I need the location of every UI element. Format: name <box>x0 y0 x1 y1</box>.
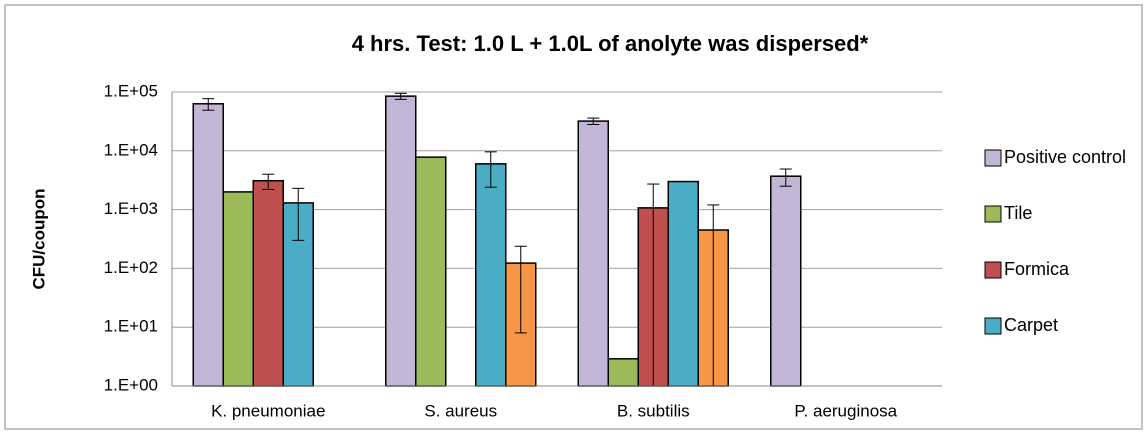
error-bar <box>587 117 600 126</box>
y-tick-label: 1.E+02 <box>104 258 158 277</box>
x-tick-label: P. aeruginosa <box>794 401 897 420</box>
legend-label: Formica <box>1004 259 1070 279</box>
y-tick-label: 1.E+03 <box>104 199 158 218</box>
legend-swatch <box>984 317 1002 335</box>
error-bar <box>202 98 215 111</box>
legend-label: Positive control <box>1004 147 1126 167</box>
legend-swatch <box>984 149 1002 167</box>
chart-border <box>4 4 1143 430</box>
y-tick-label: 1.E+00 <box>104 375 158 394</box>
legend-label: Carpet <box>1004 315 1058 335</box>
bar <box>192 103 224 387</box>
y-tick-label: 1.E+04 <box>104 140 158 159</box>
x-tick-label: S. aureus <box>424 401 497 420</box>
error-bar <box>262 173 275 190</box>
legend-swatch <box>984 205 1002 223</box>
bar <box>607 358 639 387</box>
bar <box>222 191 254 387</box>
y-axis-label: CFU/coupon <box>29 188 48 289</box>
error-bar <box>292 187 305 241</box>
chart-title: 4 hrs. Test: 1.0 L + 1.0L of anolyte was… <box>352 31 869 56</box>
legend-swatch <box>984 261 1002 279</box>
bar <box>475 163 507 387</box>
bar <box>415 156 447 387</box>
error-bar <box>484 151 497 188</box>
x-tick-label: K. pneumoniae <box>211 401 325 420</box>
bar <box>252 179 284 387</box>
error-bar <box>779 168 792 187</box>
bar <box>385 95 417 387</box>
error-bar <box>514 245 527 334</box>
error-bar <box>394 92 407 100</box>
y-tick-label: 1.E+01 <box>104 317 158 336</box>
x-tick-label: B. subtilis <box>617 401 690 420</box>
bar <box>282 202 314 387</box>
y-tick-label: 1.E+05 <box>104 81 158 100</box>
bar <box>577 120 609 387</box>
bar <box>667 180 699 387</box>
bar <box>770 175 802 387</box>
legend-label: Tile <box>1004 203 1032 223</box>
